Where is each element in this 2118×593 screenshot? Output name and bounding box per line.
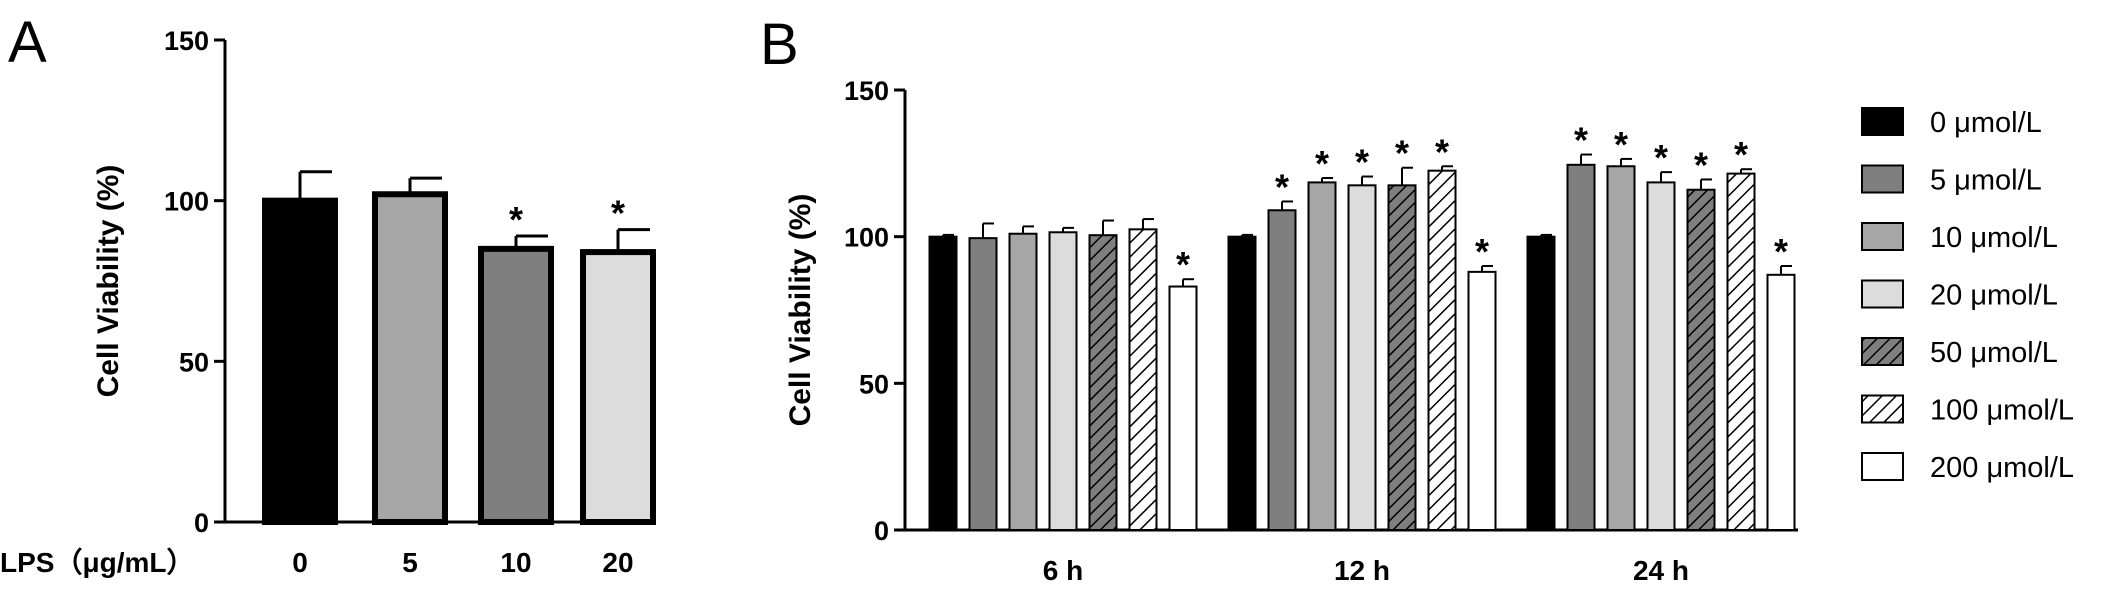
x-tick-label: 24 h — [1633, 555, 1689, 586]
y-tick-label: 100 — [164, 187, 209, 217]
panel-a-letter: A — [8, 10, 47, 75]
bar — [1128, 228, 1158, 531]
significance-marker: * — [1654, 137, 1668, 178]
y-axis-title: Cell Viability (%) — [92, 165, 125, 398]
legend-swatch — [1861, 222, 1904, 251]
bar — [580, 249, 656, 526]
bar — [372, 191, 448, 526]
x-tick-label: 12 h — [1334, 555, 1390, 586]
x-tick-label: 0 — [292, 547, 308, 578]
y-tick-label: 0 — [194, 508, 209, 538]
x-tick-label: 6 h — [1043, 555, 1083, 586]
legend-swatch — [1861, 164, 1904, 194]
significance-marker: * — [1614, 124, 1628, 165]
significance-marker: * — [1734, 134, 1748, 175]
y-tick-label: 50 — [179, 347, 209, 377]
significance-marker: * — [1694, 144, 1708, 185]
x-tick-label: 10 — [500, 547, 531, 578]
y-tick-label: 0 — [874, 516, 889, 546]
y-tick-label: 150 — [844, 76, 889, 106]
significance-marker: * — [1315, 143, 1329, 184]
bar — [262, 197, 338, 526]
legend-label: 200 μmol/L — [1930, 452, 2074, 484]
significance-marker: * — [1275, 166, 1289, 207]
bar — [1726, 172, 1756, 531]
y-tick-label: 100 — [844, 223, 889, 253]
bar — [1008, 232, 1038, 531]
legend-label: 50 μmol/L — [1930, 337, 2058, 369]
significance-marker: * — [611, 193, 625, 234]
bar — [1307, 181, 1337, 531]
significance-marker: * — [1774, 231, 1788, 272]
x-axis-title: LPS（μg/mL） — [0, 546, 194, 578]
legend: 0 μmol/L 5 μmol/L 10 μmol/L 20 μmol/L 50 μmo… — [1861, 107, 2074, 484]
bar — [1606, 165, 1636, 531]
legend-swatch — [1861, 394, 1904, 424]
significance-marker: * — [509, 199, 523, 240]
bar — [1168, 285, 1198, 531]
bar — [1267, 209, 1297, 531]
significance-marker: * — [1574, 120, 1588, 161]
significance-marker: * — [1395, 133, 1409, 174]
significance-marker: * — [1435, 131, 1449, 172]
legend-swatch — [1861, 452, 1904, 481]
legend-label: 10 μmol/L — [1930, 222, 2058, 254]
legend-label: 5 μmol/L — [1930, 165, 2042, 197]
bar — [968, 237, 998, 531]
legend-swatch — [1861, 107, 1904, 136]
y-tick-label: 150 — [164, 26, 209, 56]
legend-swatch — [1861, 279, 1904, 309]
bar — [1646, 181, 1676, 531]
legend-label: 100 μmol/L — [1930, 395, 2074, 427]
panel-b: 0 50 100 150 Cell Viability (%) 6 h * 12 h * * * * *… — [784, 76, 2074, 586]
significance-marker: * — [1176, 244, 1190, 285]
bar — [1427, 169, 1457, 532]
legend-label: 20 μmol/L — [1930, 280, 2058, 312]
panel-b-letter: B — [760, 12, 799, 77]
x-tick-label: 5 — [402, 547, 418, 578]
bar — [1686, 188, 1716, 531]
y-axis-title: Cell Viability (%) — [784, 194, 817, 427]
bar — [478, 245, 554, 525]
legend-swatch — [1861, 337, 1904, 366]
bar — [1766, 273, 1796, 531]
significance-marker: * — [1355, 142, 1369, 183]
bar — [1566, 163, 1596, 532]
bar — [1387, 184, 1417, 531]
x-tick-label: 20 — [602, 547, 633, 578]
bar — [1227, 235, 1257, 532]
bar — [928, 235, 958, 532]
bar — [1048, 231, 1078, 531]
y-tick-label: 50 — [859, 369, 889, 399]
bar — [1088, 234, 1118, 531]
bar — [1467, 270, 1497, 531]
bar — [1526, 235, 1556, 532]
bar — [1347, 184, 1377, 531]
legend-label: 0 μmol/L — [1930, 107, 2042, 139]
significance-marker: * — [1475, 231, 1489, 272]
